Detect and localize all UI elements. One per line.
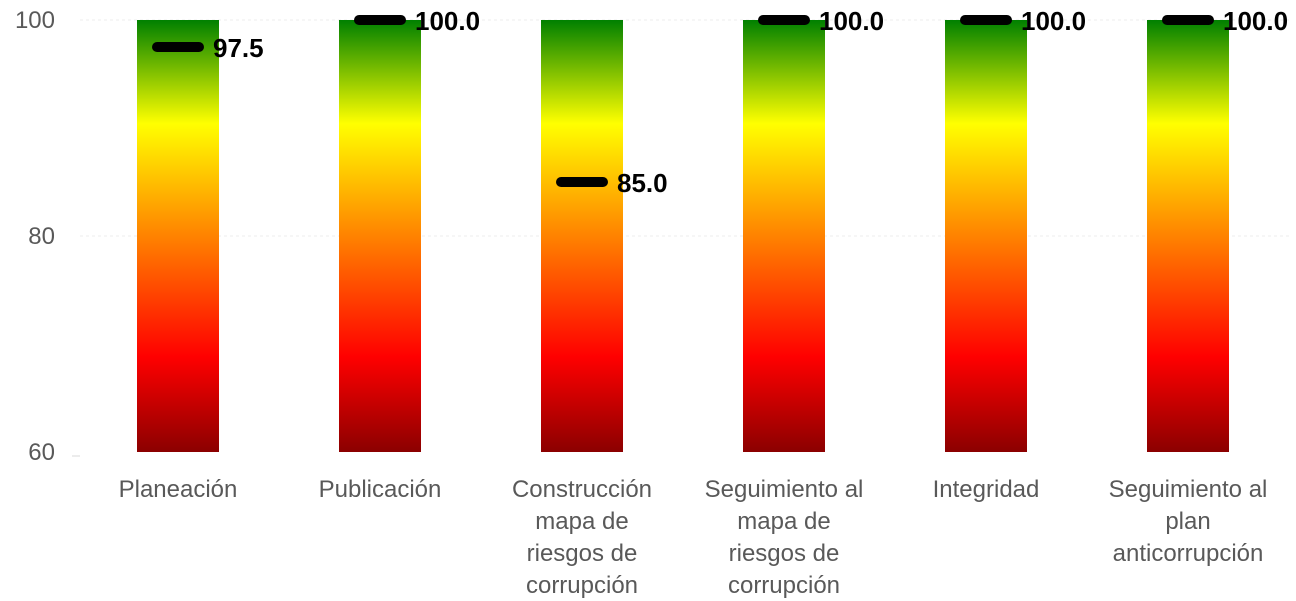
category-label-line: Construcción: [512, 476, 652, 503]
category-label-line: corrupción: [728, 572, 840, 599]
category-label: Integridad: [933, 476, 1040, 503]
data-label: 100.0: [1021, 6, 1086, 36]
data-label: 85.0: [617, 168, 668, 198]
category-label-line: mapa de: [535, 508, 628, 535]
bar-band: [743, 20, 825, 452]
bar-band: [137, 20, 219, 452]
category-label-line: riesgos de: [729, 540, 840, 567]
category-label-line: Publicación: [319, 476, 442, 503]
y-tick-label: 80: [28, 223, 55, 250]
y-axis: 60 80 100: [15, 7, 80, 466]
category-label: Seguimiento al mapa de riesgos de corrupció…: [705, 476, 864, 599]
category-label-line: mapa de: [737, 508, 830, 535]
category-label: Construcción mapa de riesgos de corrupción: [512, 476, 652, 599]
bar-band: [1147, 20, 1229, 452]
category-label-line: corrupción: [526, 572, 638, 599]
gridlines: [80, 19, 1290, 237]
data-labels: 97.5 100.0 85.0 100.0 100.0 100.0: [213, 6, 1288, 198]
bar-band: [339, 20, 421, 452]
data-label: 97.5: [213, 33, 264, 63]
data-label: 100.0: [1223, 6, 1288, 36]
category-label-line: Integridad: [933, 476, 1040, 503]
category-label-line: Seguimiento al: [1109, 476, 1268, 503]
bar-band: [945, 20, 1027, 452]
bars: [137, 20, 1229, 452]
y-tick-label: 60: [28, 439, 55, 466]
data-label: 100.0: [819, 6, 884, 36]
category-label: Publicación: [319, 476, 442, 503]
category-label-line: plan: [1165, 508, 1210, 535]
category-label-line: anticorrupción: [1113, 540, 1264, 567]
bar-band: [541, 20, 623, 452]
value-markers: [152, 15, 1214, 187]
category-axis: Planeación Publicación Construcción mapa de…: [119, 476, 1268, 599]
category-label-line: Planeación: [119, 476, 238, 503]
data-label: 100.0: [415, 6, 480, 36]
category-label-line: Seguimiento al: [705, 476, 864, 503]
category-label-line: riesgos de: [527, 540, 638, 567]
category-label: Planeación: [119, 476, 238, 503]
category-label: Seguimiento al plan anticorrupción: [1109, 476, 1268, 567]
y-tick-label: 100: [15, 7, 55, 34]
